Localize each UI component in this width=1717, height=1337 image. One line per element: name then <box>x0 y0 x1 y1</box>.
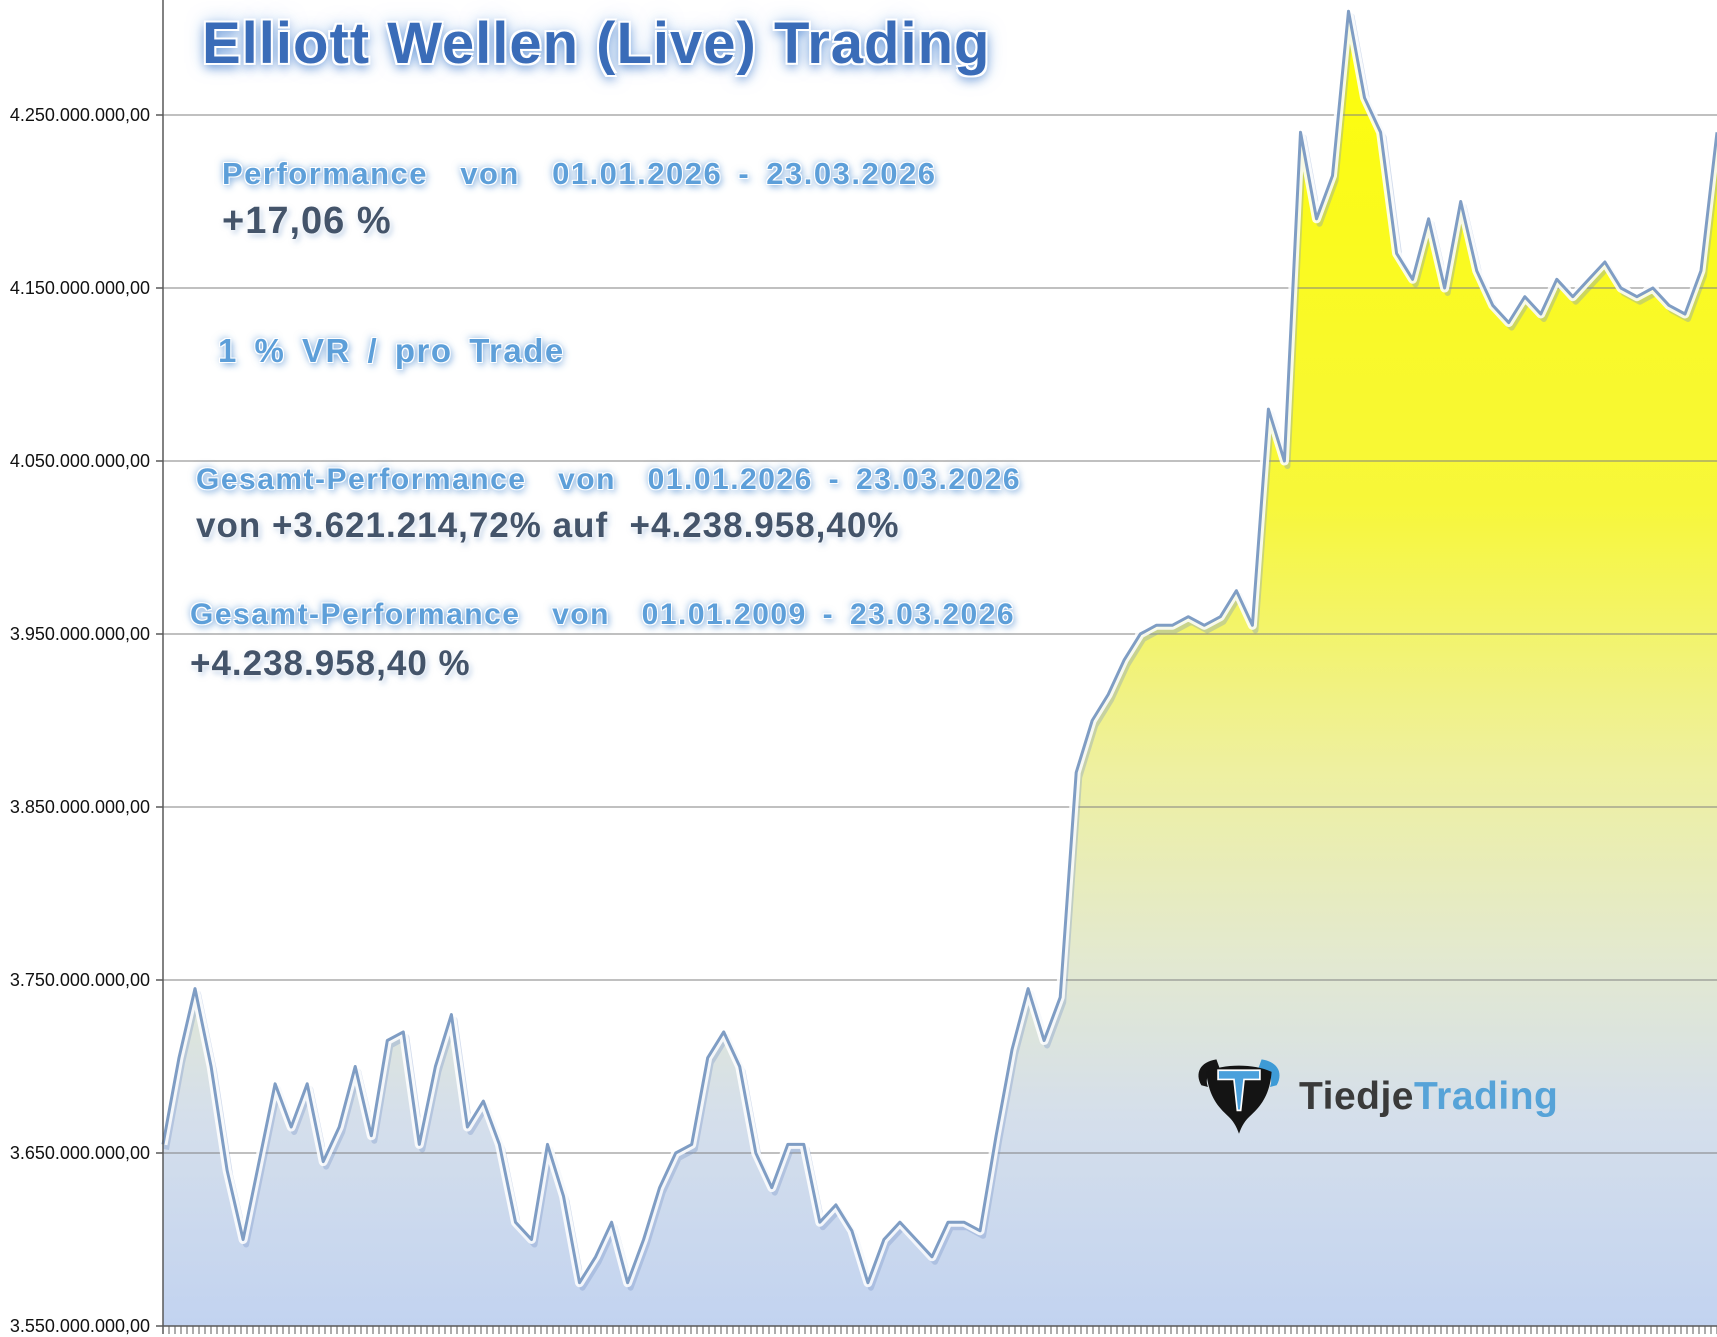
chart-title: Elliott Wellen (Live) Trading <box>202 11 991 76</box>
logo-text: TiedjeTrading <box>1299 1075 1558 1119</box>
performance-value: +17,06 % <box>222 200 392 242</box>
y-axis-label: 3.950.000.000,00 <box>10 624 150 644</box>
y-axis-label: 3.550.000.000,00 <box>10 1316 150 1336</box>
tiedje-trading-logo: TiedjeTrading <box>1193 1056 1558 1138</box>
y-axis-label: 3.850.000.000,00 <box>10 797 150 817</box>
total-performance-2026-label: Gesamt-Performance von 01.01.2026 - 23.0… <box>196 463 1022 496</box>
equity-area <box>163 11 1717 1327</box>
total-performance-2009-value: +4.238.958,40 % <box>190 644 471 683</box>
x-axis-ticks <box>162 1326 1717 1334</box>
y-axis-label: 4.050.000.000,00 <box>10 451 150 471</box>
risk-per-trade-label: 1 % VR / pro Trade <box>218 332 565 369</box>
total-performance-2026-value: von +3.621.214,72% auf +4.238.958,40% <box>196 506 900 545</box>
performance-period-label: Performance von 01.01.2026 - 23.03.2026 <box>222 156 937 191</box>
bull-t-mark <box>1217 1069 1261 1112</box>
bull-icon <box>1198 1059 1280 1134</box>
y-axis-label: 4.150.000.000,00 <box>10 278 150 298</box>
equity-line <box>161 9 1717 1285</box>
logo-text-trading: Trading <box>1414 1075 1559 1118</box>
logo-text-tiedje: Tiedje <box>1299 1075 1414 1118</box>
y-axis-label: 3.750.000.000,00 <box>10 970 150 990</box>
total-performance-2009-label: Gesamt-Performance von 01.01.2009 - 23.0… <box>190 598 1016 631</box>
y-axis-label: 4.250.000.000,00 <box>10 105 150 125</box>
y-axis-label: 3.650.000.000,00 <box>10 1143 150 1163</box>
